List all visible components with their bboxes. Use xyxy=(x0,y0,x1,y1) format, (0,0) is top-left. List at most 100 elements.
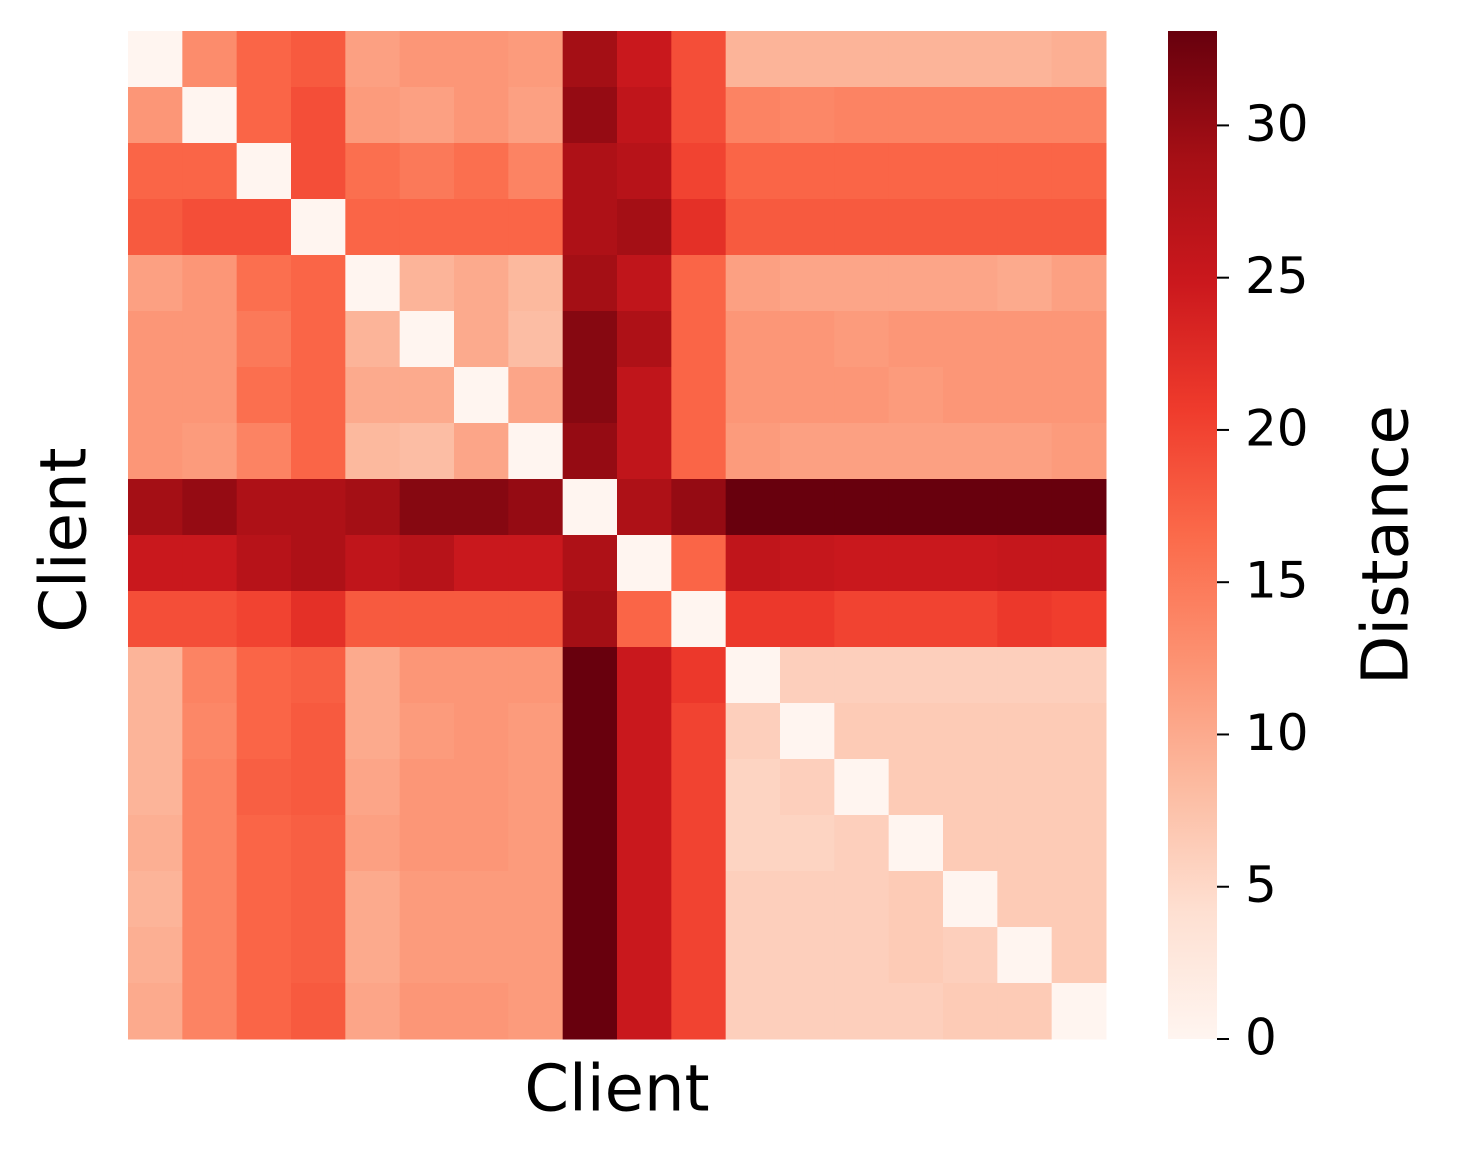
heatmap-cell xyxy=(943,535,998,592)
heatmap-cell xyxy=(997,87,1053,144)
heatmap-cell xyxy=(562,703,618,760)
heatmap-cell xyxy=(997,255,1053,312)
heatmap-cell xyxy=(562,87,618,144)
heatmap-cell xyxy=(943,255,998,312)
heatmap-cell xyxy=(399,927,455,984)
heatmap-cell xyxy=(562,479,618,536)
heatmap-cell xyxy=(562,255,618,312)
heatmap-cell xyxy=(834,255,890,312)
heatmap-cell xyxy=(236,983,292,1040)
heatmap-cell xyxy=(562,535,618,592)
heatmap-cell xyxy=(291,87,346,144)
heatmap-cell xyxy=(562,647,618,704)
heatmap-cell xyxy=(345,535,401,592)
heatmap-cell xyxy=(236,479,292,536)
heatmap-cell xyxy=(236,927,292,984)
heatmap-cell xyxy=(562,311,618,368)
heatmap-cell xyxy=(780,591,835,648)
heatmap-cell xyxy=(399,87,455,144)
heatmap-cell xyxy=(182,423,238,480)
heatmap-cell xyxy=(1051,479,1107,536)
heatmap-cell xyxy=(454,31,509,88)
heatmap-cell xyxy=(943,423,998,480)
heatmap-cell xyxy=(508,143,564,200)
heatmap-cell xyxy=(1051,703,1107,760)
colorbar-tick-label: 0 xyxy=(1245,1009,1277,1067)
colorbar-tick-label: 5 xyxy=(1245,856,1277,914)
heatmap-cell xyxy=(1051,367,1107,424)
heatmap-cell xyxy=(617,927,672,984)
heatmap-cell xyxy=(508,255,564,312)
heatmap-cell xyxy=(943,815,998,872)
heatmap-cell xyxy=(454,535,509,592)
heatmap-cell xyxy=(1051,199,1107,256)
heatmap-cell xyxy=(454,591,509,648)
heatmap-cell xyxy=(997,311,1053,368)
heatmap-cell xyxy=(780,815,835,872)
heatmap-cell xyxy=(780,983,835,1040)
heatmap-cell xyxy=(399,143,455,200)
heatmap-cell xyxy=(888,479,944,536)
heatmap-cell xyxy=(943,983,998,1040)
heatmap-cell xyxy=(128,703,183,760)
heatmap-cell xyxy=(345,927,401,984)
heatmap-cell xyxy=(399,311,455,368)
heatmap-cell xyxy=(943,479,998,536)
heatmap-cell xyxy=(182,927,238,984)
heatmap-cell xyxy=(1051,759,1107,816)
colorbar-tick-label: 10 xyxy=(1245,704,1309,762)
heatmap-cell xyxy=(399,647,455,704)
heatmap-cell xyxy=(291,591,346,648)
heatmap-cell xyxy=(671,983,727,1040)
heatmap-cell xyxy=(182,311,238,368)
heatmap-cell xyxy=(671,31,727,88)
heatmap-cell xyxy=(780,255,835,312)
heatmap-cell xyxy=(454,927,509,984)
heatmap-cell xyxy=(780,703,835,760)
heatmap-cell xyxy=(834,311,890,368)
heatmap-cell xyxy=(236,871,292,928)
heatmap-cell xyxy=(291,255,346,312)
heatmap-cell xyxy=(834,479,890,536)
heatmap-cell xyxy=(834,983,890,1040)
heatmap-cell xyxy=(671,255,727,312)
colorbar-label: Distance xyxy=(1350,405,1424,685)
heatmap-cell xyxy=(291,815,346,872)
heatmap-cell xyxy=(888,311,944,368)
heatmap-cell xyxy=(671,367,727,424)
heatmap-cell xyxy=(454,423,509,480)
heatmap-cell xyxy=(562,199,618,256)
heatmap-cell xyxy=(943,647,998,704)
heatmap-cell xyxy=(128,927,183,984)
heatmap-cell xyxy=(128,423,183,480)
heatmap-cell xyxy=(182,815,238,872)
heatmap-cell xyxy=(888,31,944,88)
heatmap-cell xyxy=(454,367,509,424)
heatmap-cell xyxy=(454,143,509,200)
y-axis-label: Client xyxy=(28,447,102,632)
heatmap-cell xyxy=(291,31,346,88)
heatmap-cell xyxy=(345,983,401,1040)
heatmap-cell xyxy=(671,647,727,704)
heatmap-cell xyxy=(888,703,944,760)
heatmap-cell xyxy=(399,983,455,1040)
heatmap-cell xyxy=(128,815,183,872)
heatmap-cell xyxy=(128,199,183,256)
heatmap-cell xyxy=(508,983,564,1040)
heatmap-cell xyxy=(671,143,727,200)
heatmap-cell xyxy=(562,927,618,984)
heatmap-cell xyxy=(671,535,727,592)
heatmap-cell xyxy=(671,815,727,872)
heatmap-cell xyxy=(997,871,1053,928)
heatmap-cell xyxy=(834,87,890,144)
heatmap-cell xyxy=(128,143,183,200)
heatmap-cell xyxy=(834,927,890,984)
heatmap-cell xyxy=(1051,983,1107,1040)
heatmap-cell xyxy=(834,759,890,816)
heatmap-cell xyxy=(562,367,618,424)
heatmap-cell xyxy=(725,255,781,312)
heatmap-cell xyxy=(236,423,292,480)
heatmap-cell xyxy=(943,927,998,984)
heatmap-cell xyxy=(291,647,346,704)
